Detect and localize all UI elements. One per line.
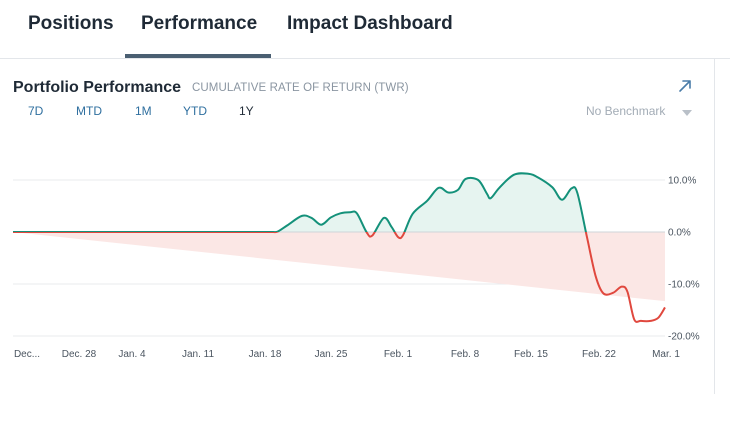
y-tick-label: 0.0% [668, 228, 691, 239]
x-tick-label: Feb. 8 [451, 349, 480, 360]
x-tick-label: Mar. 1 [652, 349, 680, 360]
x-tick-label: Jan. 18 [249, 349, 282, 360]
range-1m[interactable]: 1M [135, 104, 152, 118]
panel-right-border [714, 59, 715, 394]
negative-area-fill [13, 232, 665, 302]
series-line-positive [12, 172, 587, 232]
card-subtitle: CUMULATIVE RATE OF RETURN (TWR) [192, 82, 409, 94]
range-1y[interactable]: 1Y [239, 104, 254, 118]
active-tab-indicator [125, 54, 271, 58]
tab-impact-dashboard[interactable]: Impact Dashboard [287, 13, 453, 34]
positive-area-fill [13, 173, 665, 232]
y-tick-label: -20.0% [668, 332, 700, 343]
arrow-up-right-icon[interactable] [677, 78, 693, 94]
x-tick-label: Feb. 1 [384, 349, 413, 360]
tab-bar: Positions Performance Impact Dashboard [0, 0, 730, 58]
card-title: Portfolio Performance [13, 79, 182, 96]
tab-performance[interactable]: Performance [141, 13, 258, 34]
range-ytd[interactable]: YTD [183, 104, 207, 118]
benchmark-select[interactable]: No Benchmark [586, 104, 666, 118]
range-7d[interactable]: 7D [28, 104, 44, 118]
x-tick-label: Dec... [14, 349, 40, 360]
x-tick-label: Feb. 22 [582, 349, 616, 360]
x-tick-label: Jan. 11 [182, 349, 214, 360]
tab-bar-divider [0, 58, 730, 59]
x-tick-label: Jan. 4 [118, 349, 146, 360]
x-tick-label: Feb. 15 [514, 349, 548, 360]
x-tick-label: Jan. 25 [315, 349, 348, 360]
tab-positions[interactable]: Positions [28, 13, 114, 34]
y-tick-label: 10.0% [668, 176, 696, 187]
range-mtd[interactable]: MTD [76, 104, 102, 118]
y-tick-label: -10.0% [668, 280, 700, 291]
x-tick-label: Dec. 28 [62, 349, 97, 360]
caret-down-icon[interactable] [682, 110, 692, 116]
